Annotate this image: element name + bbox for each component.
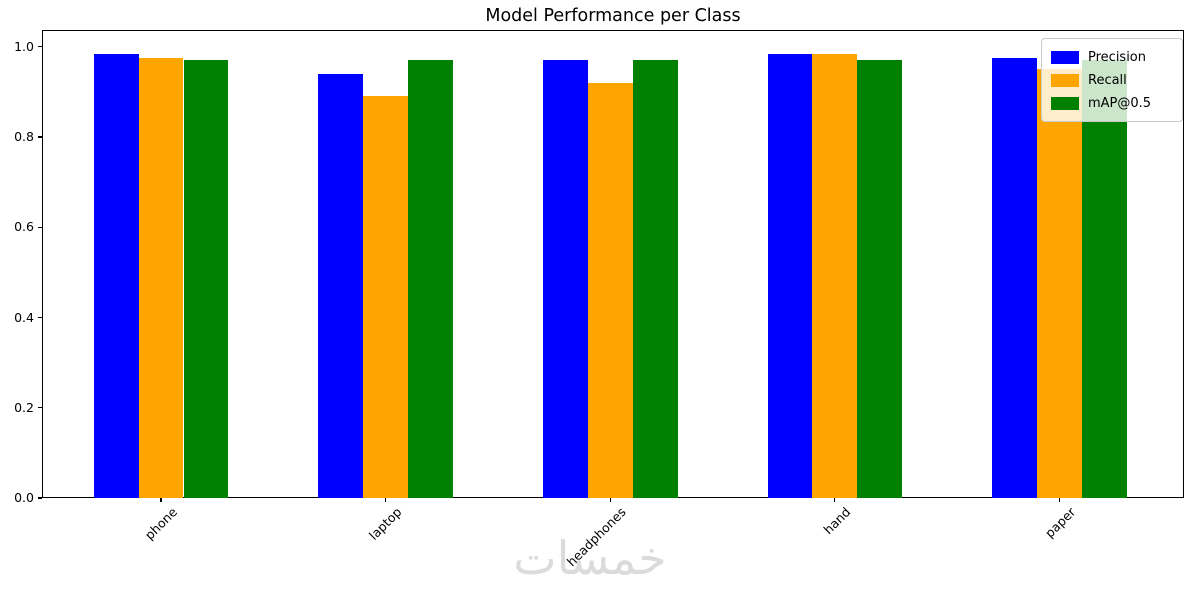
bar-precision-laptop — [318, 73, 364, 498]
legend: Precision Recall mAP@0.5 — [1041, 38, 1183, 122]
y-tick-label: 1.0 — [14, 38, 34, 54]
bar-precision-hand — [767, 53, 813, 498]
legend-swatch-icon — [1051, 97, 1079, 110]
watermark-text: خمسات — [513, 531, 667, 585]
legend-entry-recall: Recall — [1051, 69, 1173, 92]
x-tick-label-paper: paper — [1042, 504, 1079, 541]
bar-precision-headphones — [542, 60, 588, 498]
legend-swatch-icon — [1051, 51, 1079, 64]
bar-recall-laptop — [363, 96, 409, 498]
x-tick-label-laptop: laptop — [365, 504, 405, 543]
legend-label: mAP@0.5 — [1088, 96, 1152, 111]
x-tick-mark — [160, 498, 162, 502]
bar-map05-hand — [857, 60, 903, 498]
y-tick-mark — [38, 407, 42, 409]
legend-entry-precision: Precision — [1051, 46, 1173, 69]
y-tick-mark — [38, 226, 42, 228]
bar-recall-headphones — [587, 82, 633, 498]
y-tick-mark — [38, 46, 42, 48]
legend-entry-map05: mAP@0.5 — [1051, 92, 1173, 115]
x-tick-mark — [834, 498, 836, 502]
bar-recall-paper — [1037, 69, 1082, 498]
y-tick-label: 0.6 — [14, 219, 34, 235]
y-tick-mark — [38, 316, 42, 319]
legend-label: Precision — [1088, 50, 1147, 65]
y-tick-mark — [38, 497, 42, 499]
bar-map05-phone — [183, 60, 229, 498]
x-tick-mark — [609, 498, 611, 502]
y-tick-mark — [38, 136, 42, 138]
bar-precision-phone — [93, 53, 139, 498]
bar-recall-hand — [812, 53, 858, 498]
y-tick-label: 0.4 — [14, 309, 34, 325]
y-tick-label: 0.8 — [14, 129, 34, 144]
legend-swatch-icon — [1051, 74, 1079, 87]
x-tick-mark — [1058, 498, 1061, 502]
bar-map05-headphones — [632, 60, 678, 498]
x-tick-label-phone: phone — [141, 504, 180, 543]
legend-label: Recall — [1088, 73, 1127, 88]
chart-title: Model Performance per Class — [485, 6, 741, 26]
y-tick-label: 0.0 — [14, 490, 34, 505]
bar-map05-laptop — [408, 60, 453, 498]
x-tick-label-hand: hand — [820, 504, 854, 538]
bar-recall-phone — [138, 58, 184, 498]
bar-precision-paper — [992, 58, 1037, 498]
y-tick-label: 0.2 — [14, 399, 34, 415]
bar-map05-paper — [1081, 60, 1127, 498]
x-tick-mark — [385, 498, 387, 502]
